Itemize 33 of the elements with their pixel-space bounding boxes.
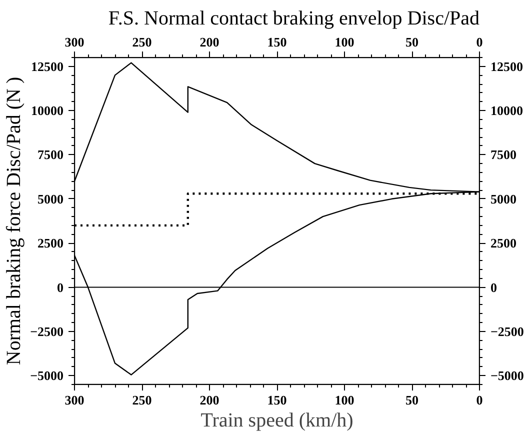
- y-tick-label: −2500: [30, 324, 64, 339]
- x-tick-label: 250: [132, 34, 152, 50]
- x-tick-label: 50: [406, 34, 418, 50]
- chart-title: F.S. Normal contact braking envelop Disc/Pad: [108, 8, 480, 30]
- x2-tick-label: 0: [476, 392, 483, 408]
- x2-tick-label: 100: [334, 392, 354, 408]
- x-tick-label: 150: [267, 34, 287, 50]
- y2-tick-label: −5000: [490, 368, 524, 384]
- y2-tick-label: 12500: [490, 58, 523, 74]
- y-axis-title: Normal braking force Disc/Pad (N ): [3, 76, 26, 366]
- y-tick-label: −5000: [30, 368, 64, 384]
- x-tick-label: 0: [476, 34, 483, 50]
- y2-tick-label: −2500: [490, 324, 524, 339]
- x-axis-title: Train speed (km/h): [200, 410, 354, 432]
- y-tick-label: 0: [57, 280, 64, 295]
- y2-tick-label: 0: [490, 280, 497, 295]
- y-tick-label: 5000: [38, 191, 64, 206]
- x-tick-label: 300: [64, 34, 84, 50]
- y2-tick-label: 10000: [490, 103, 523, 118]
- y2-tick-label: 2500: [490, 236, 516, 251]
- x2-tick-label: 50: [406, 392, 418, 408]
- x2-tick-label: 200: [200, 392, 220, 408]
- x2-tick-label: 300: [64, 392, 84, 408]
- x2-tick-label: 150: [267, 392, 287, 408]
- x-tick-label: 200: [200, 34, 220, 50]
- y2-tick-label: 7500: [490, 147, 516, 162]
- x2-tick-label: 250: [132, 392, 152, 408]
- y2-tick-label: 5000: [490, 191, 516, 206]
- x-tick-label: 100: [334, 34, 354, 50]
- y-tick-label: 2500: [38, 236, 64, 251]
- y-tick-label: 10000: [31, 103, 64, 118]
- y-tick-label: 7500: [38, 147, 64, 162]
- y-tick-label: 12500: [31, 58, 64, 74]
